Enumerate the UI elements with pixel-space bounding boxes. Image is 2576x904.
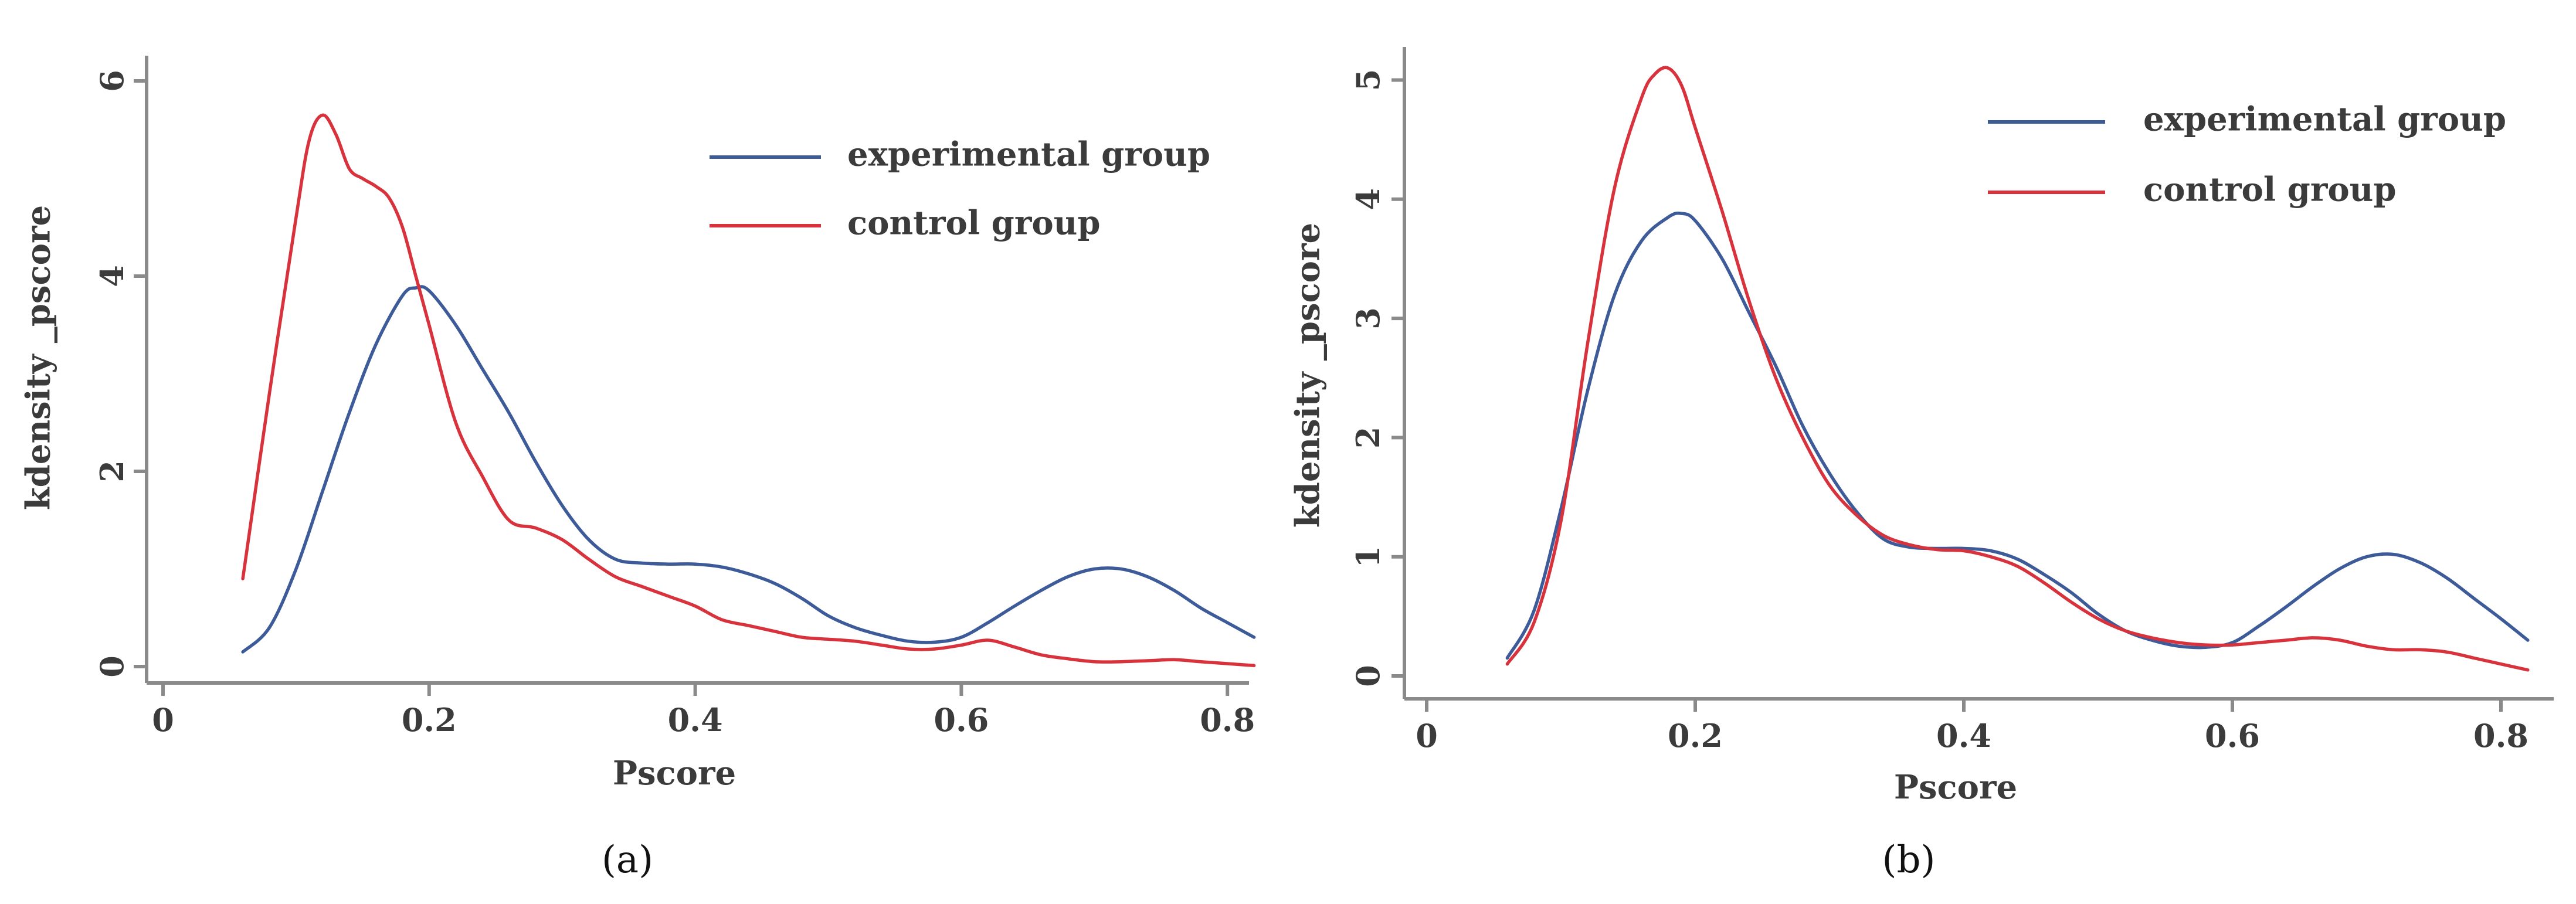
experimental-group-line [241, 285, 1256, 654]
panel-caption: (b) [1882, 838, 1936, 882]
x-tick-label: 0.6 [934, 701, 989, 739]
legend-label: control group [847, 204, 1101, 243]
legend-label: experimental group [2143, 100, 2506, 139]
x-tick-label: 0.4 [1936, 717, 1991, 755]
y-axis-label: kdensity _pscore [1289, 223, 1328, 528]
x-tick-label: 0.4 [668, 701, 723, 739]
y-tick-label: 3 [1349, 307, 1387, 329]
experimental-group-line [1505, 211, 2530, 660]
x-tick-label: 0.6 [2205, 717, 2260, 755]
legend-label: control group [2143, 171, 2397, 209]
x-tick-label: 0.8 [2473, 717, 2529, 755]
y-tick-label: 2 [1349, 427, 1387, 449]
y-tick-label: 1 [1349, 546, 1387, 568]
control-group-line [241, 113, 1256, 668]
x-tick-label: 0 [152, 701, 174, 739]
x-tick-label: 0.2 [402, 701, 457, 739]
control-group-line [1505, 66, 2530, 672]
x-tick-label: 0 [1416, 717, 1438, 755]
y-tick-label: 5 [1349, 69, 1387, 91]
panel-a-chart: 0 2 4 6 0 0.2 0.4 0.6 0.8 Pscore kdensity _pscore e… [19, 56, 1256, 882]
y-tick-label: 2 [93, 460, 131, 482]
y-tick-label: 0 [93, 655, 131, 678]
y-tick-label: 4 [93, 265, 131, 287]
panel-b-chart: 0 1 2 3 4 5 0 0.2 0.4 0.6 0.8 Pscore kdensity _pscor… [1289, 47, 2554, 882]
x-axis-label: Pscore [1894, 768, 2017, 807]
x-tick-label: 0.8 [1200, 701, 1255, 739]
legend-label: experimental group [847, 135, 1210, 174]
x-axis-label: Pscore [613, 754, 736, 793]
y-tick-label: 6 [93, 70, 131, 92]
y-axis-label: kdensity _pscore [19, 205, 58, 510]
y-tick-label: 4 [1349, 188, 1387, 210]
y-tick-label: 0 [1349, 665, 1387, 687]
panel-caption: (a) [602, 838, 653, 882]
x-tick-label: 0.2 [1668, 717, 1723, 755]
